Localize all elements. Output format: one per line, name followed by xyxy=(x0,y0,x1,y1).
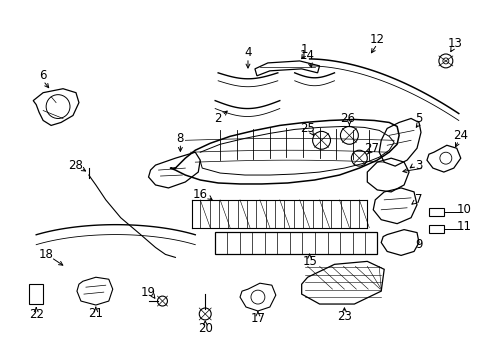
Text: 26: 26 xyxy=(339,112,354,125)
Text: 22: 22 xyxy=(29,309,43,321)
Text: 24: 24 xyxy=(452,129,468,142)
Text: 10: 10 xyxy=(455,203,470,216)
Text: 6: 6 xyxy=(40,69,47,82)
Text: 3: 3 xyxy=(414,159,422,172)
Text: 18: 18 xyxy=(39,248,54,261)
Text: 16: 16 xyxy=(192,188,207,201)
Text: 14: 14 xyxy=(300,49,314,63)
Text: 5: 5 xyxy=(414,112,422,125)
Text: 21: 21 xyxy=(88,307,103,320)
Text: 4: 4 xyxy=(244,46,251,59)
Text: 20: 20 xyxy=(197,322,212,336)
Text: 9: 9 xyxy=(414,238,422,251)
Text: 2: 2 xyxy=(214,112,222,125)
Text: 17: 17 xyxy=(250,312,265,325)
Text: 23: 23 xyxy=(336,310,351,323)
Text: 7: 7 xyxy=(414,193,422,206)
Text: 28: 28 xyxy=(68,159,83,172)
Text: 13: 13 xyxy=(447,37,461,50)
Text: 8: 8 xyxy=(176,132,183,145)
Text: 1: 1 xyxy=(300,42,308,55)
Text: 25: 25 xyxy=(300,122,314,135)
Text: 11: 11 xyxy=(455,220,470,233)
Text: 12: 12 xyxy=(369,33,384,46)
Text: 27: 27 xyxy=(363,142,378,155)
Text: 19: 19 xyxy=(141,285,156,299)
Text: 15: 15 xyxy=(302,255,316,268)
